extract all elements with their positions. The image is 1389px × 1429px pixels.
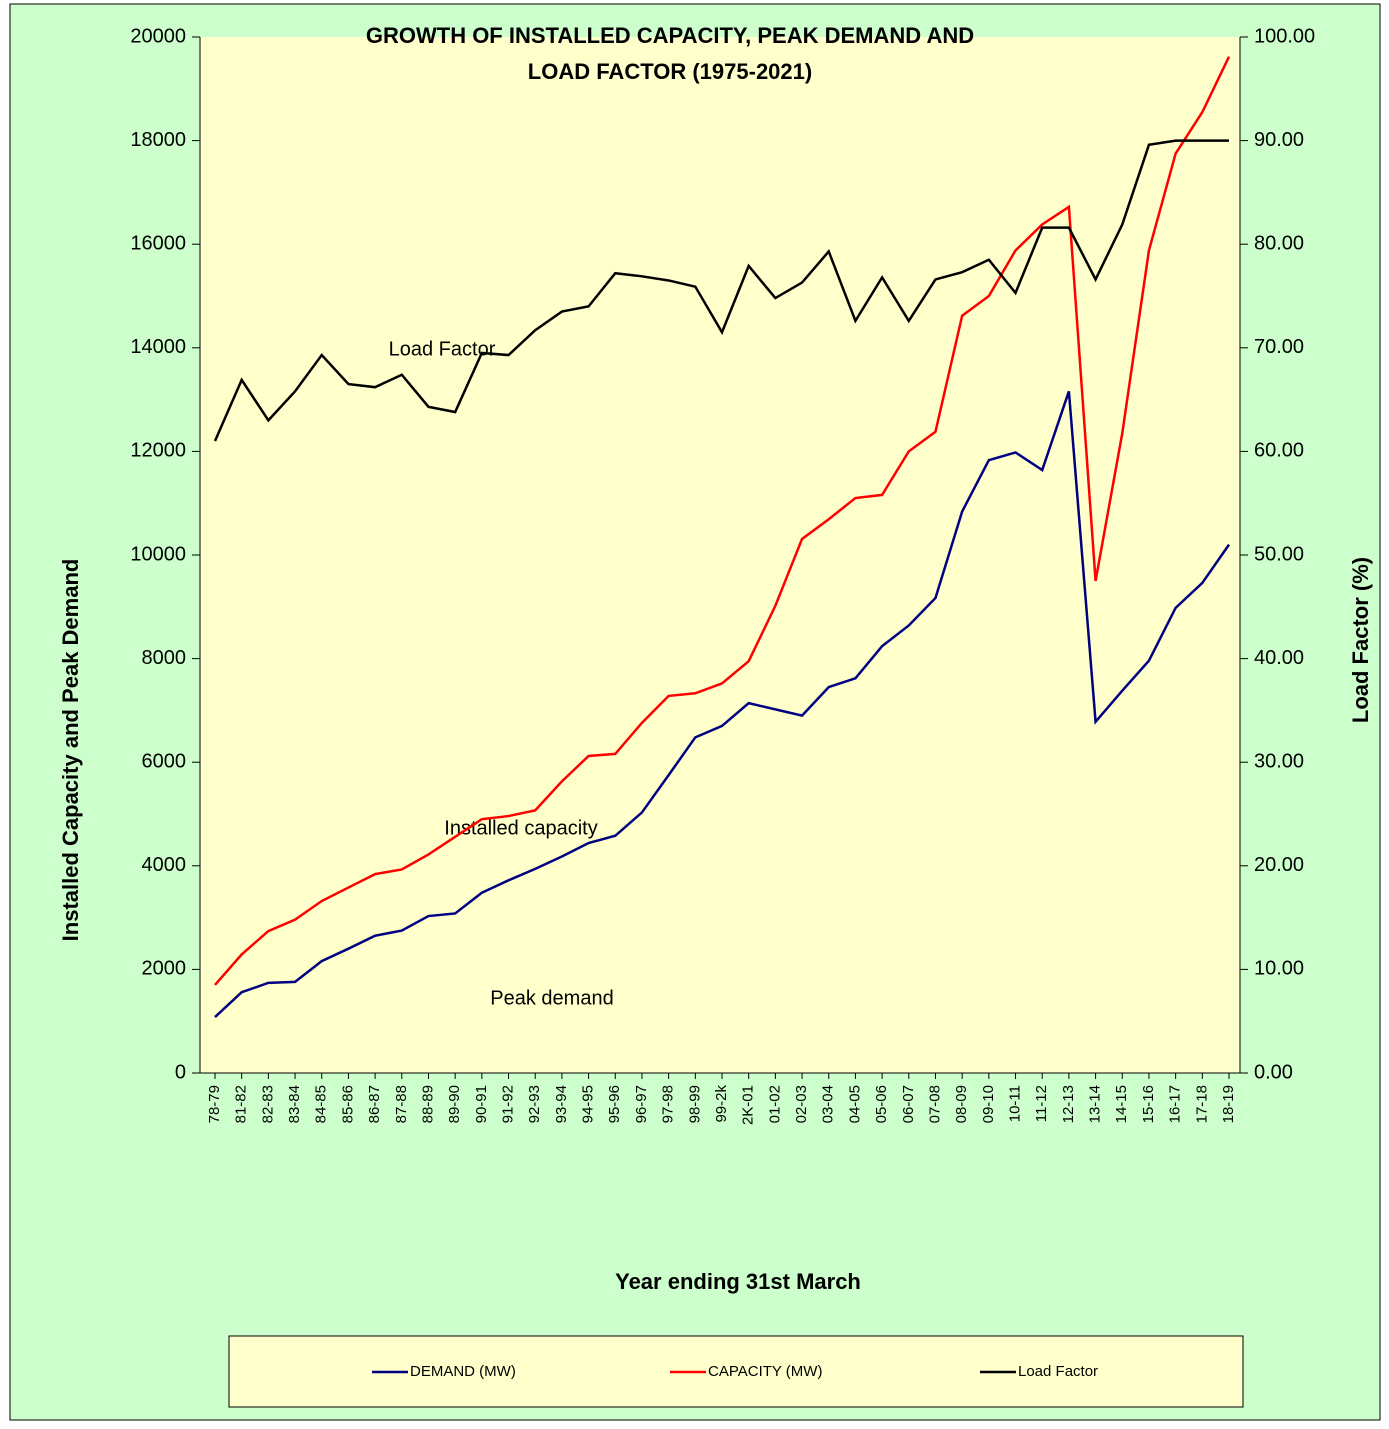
legend [228, 1335, 1244, 1408]
series-line [214, 56, 1231, 986]
x-tick-label: 18-19 [1220, 1085, 1237, 1123]
x-tick-label: 98-99 [686, 1085, 703, 1123]
y2-tick-label: 10.00 [1254, 958, 1304, 980]
x-tick-label: 02-03 [793, 1085, 810, 1123]
annotation: Peak demand [490, 987, 613, 1009]
chart-title: GROWTH OF INSTALLED CAPACITY, PEAK DEMAN… [366, 23, 974, 48]
y-tick-label: 12000 [130, 440, 186, 462]
x-tick-label: 96-97 [633, 1085, 650, 1123]
x-tick-label: 12-13 [1060, 1085, 1077, 1123]
x-tick-label: 87-88 [393, 1085, 410, 1123]
y2-tick-label: 70.00 [1254, 336, 1304, 358]
y2-tick-label: 100.00 [1254, 25, 1315, 47]
y-tick-label: 6000 [142, 750, 187, 772]
x-tick-label: 06-07 [900, 1085, 917, 1123]
x-tick-label: 10-11 [1006, 1085, 1023, 1122]
x-tick-label: 93-94 [553, 1085, 570, 1123]
y-tick-label: 0 [175, 1061, 186, 1083]
x-tick-label: 91-92 [499, 1085, 516, 1123]
x-tick-label: 97-98 [660, 1085, 677, 1123]
x-tick-label: 78-79 [206, 1085, 223, 1123]
x-tick-label: 17-18 [1193, 1085, 1210, 1123]
y-tick-label: 4000 [142, 854, 187, 876]
series-line [214, 390, 1231, 1018]
x-tick-label: 08-09 [953, 1085, 970, 1123]
x-axis-title: Year ending 31st March [615, 1269, 861, 1294]
y2-tick-label: 50.00 [1254, 543, 1304, 565]
annotation: Load Factor [389, 338, 496, 360]
y-axis-title: Installed Capacity and Peak Demand [58, 559, 83, 942]
legend-label: DEMAND (MW) [410, 1363, 516, 1380]
x-tick-label: 90-91 [473, 1085, 490, 1123]
y2-tick-label: 90.00 [1254, 129, 1304, 151]
x-tick-label: 07-08 [926, 1085, 943, 1123]
y-tick-label: 10000 [130, 543, 186, 565]
y-tick-label: 2000 [142, 958, 187, 980]
x-tick-label: 13-14 [1087, 1085, 1104, 1123]
legend-label: Load Factor [1018, 1363, 1098, 1380]
x-tick-label: 2K-01 [740, 1085, 757, 1125]
y2-tick-label: 80.00 [1254, 232, 1304, 254]
y2-axis-title: Load Factor (%) [1348, 557, 1373, 723]
annotation: Installed capacity [444, 817, 597, 839]
x-tick-label: 88-89 [419, 1085, 436, 1123]
x-tick-label: 14-15 [1113, 1085, 1130, 1123]
plot-area [200, 37, 1240, 1073]
x-tick-label: 16-17 [1167, 1085, 1184, 1123]
x-tick-label: 11-12 [1033, 1085, 1050, 1122]
x-tick-label: 94-95 [580, 1085, 597, 1123]
x-tick-label: 01-02 [766, 1085, 783, 1123]
y2-tick-label: 30.00 [1254, 750, 1304, 772]
x-tick-label: 89-90 [446, 1085, 463, 1123]
x-tick-label: 85-86 [339, 1085, 356, 1123]
x-tick-label: 86-87 [366, 1085, 383, 1123]
legend-label: CAPACITY (MW) [708, 1363, 822, 1380]
y-tick-label: 20000 [130, 25, 186, 47]
x-tick-label: 84-85 [313, 1085, 330, 1123]
x-tick-label: 15-16 [1140, 1085, 1157, 1123]
x-tick-label: 99-2k [713, 1085, 730, 1123]
chart-title: LOAD FACTOR (1975-2021) [528, 59, 812, 84]
y2-tick-label: 60.00 [1254, 440, 1304, 462]
x-tick-label: 82-83 [259, 1085, 276, 1123]
x-tick-label: 03-04 [820, 1085, 837, 1123]
x-tick-label: 92-93 [526, 1085, 543, 1123]
x-tick-label: 05-06 [873, 1085, 890, 1123]
y2-tick-label: 0.00 [1254, 1061, 1293, 1083]
y2-tick-label: 40.00 [1254, 647, 1304, 669]
x-tick-label: 95-96 [606, 1085, 623, 1123]
series-line [213, 139, 1229, 442]
y-tick-label: 16000 [130, 232, 186, 254]
x-tick-label: 83-84 [286, 1085, 303, 1123]
x-tick-label: 04-05 [846, 1085, 863, 1123]
x-tick-label: 81-82 [233, 1085, 250, 1123]
x-tick-label: 09-10 [980, 1085, 997, 1123]
y2-tick-label: 20.00 [1254, 854, 1304, 876]
y-tick-label: 8000 [142, 647, 187, 669]
y-tick-label: 14000 [130, 336, 186, 358]
y-tick-label: 18000 [130, 129, 186, 151]
